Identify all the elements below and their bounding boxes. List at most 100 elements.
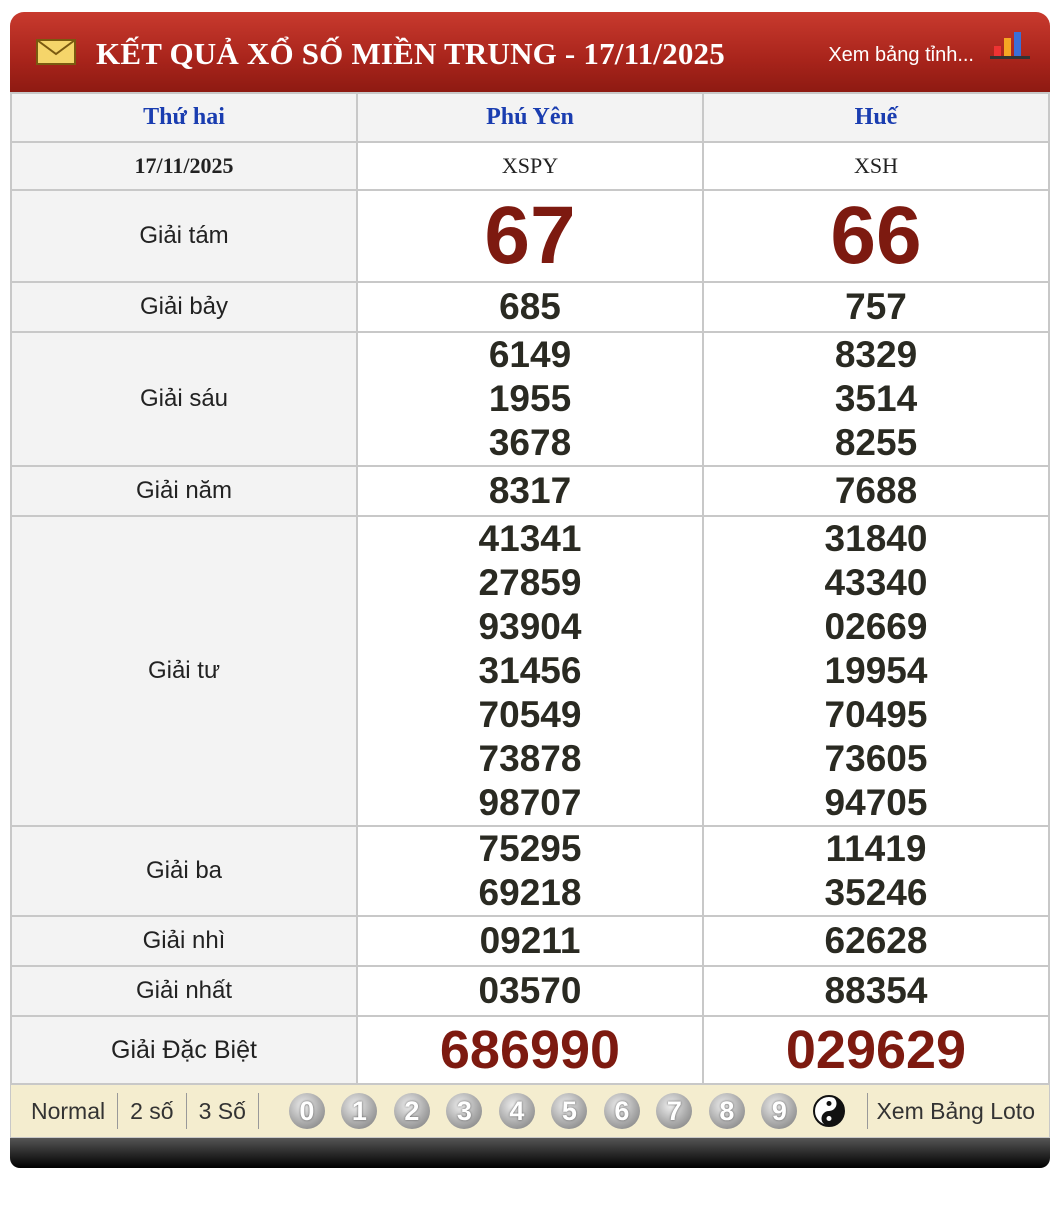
prize-cell: 88354 [702, 965, 1050, 1017]
digit-ball[interactable]: 9 [761, 1093, 798, 1129]
code-cell: XSPY [356, 141, 704, 191]
prize-cell: 11419 35246 [702, 825, 1050, 917]
prize-number: 27859 [478, 562, 582, 603]
prize-row: Giải tám 67 66 [10, 189, 1050, 283]
prize-label: Giải tư [10, 515, 358, 827]
digit-ball[interactable]: 0 [288, 1093, 325, 1129]
prize-label: Giải nhất [10, 965, 358, 1017]
mode-button[interactable]: 3 Số [187, 1093, 259, 1129]
province-link[interactable]: Xem bảng tỉnh... [828, 44, 974, 66]
mode-button[interactable]: Normal [11, 1093, 119, 1129]
prize-number: 73878 [478, 738, 582, 779]
prize-number: 35246 [824, 872, 928, 913]
prize-number: 62628 [824, 920, 928, 961]
prize-number: 686990 [439, 1020, 621, 1080]
prize-cell: 62628 [702, 915, 1050, 967]
results-table: Thứ hai Phú Yên Huế 17/11/2025 XSPY XSH Giải t… [10, 92, 1050, 1085]
prize-number: 8255 [834, 422, 918, 463]
prize-cell: 685 [356, 281, 704, 333]
prize-number: 88354 [824, 970, 928, 1011]
prize-number: 94705 [824, 782, 928, 823]
digit-ball[interactable]: 8 [708, 1093, 745, 1129]
prize-cell: 75295 69218 [356, 825, 704, 917]
prize-number: 8317 [488, 470, 572, 511]
prize-row: Giải sáu 6149 1955 3678 8329 3514 8255 [10, 331, 1050, 467]
digit-ball[interactable]: 3 [446, 1093, 483, 1129]
prize-number: 1955 [488, 378, 572, 419]
prize-row: Giải Đặc Biệt 686990 029629 [10, 1015, 1050, 1085]
code-row: 17/11/2025 XSPY XSH [10, 141, 1050, 191]
prize-cell: 6149 1955 3678 [356, 331, 704, 467]
prize-number: 70495 [824, 694, 928, 735]
prize-label: Giải ba [10, 825, 358, 917]
prize-number: 757 [845, 286, 907, 327]
prize-number: 7688 [834, 470, 918, 511]
prize-cell: 03570 [356, 965, 704, 1017]
prize-cell: 686990 [356, 1015, 704, 1085]
prize-row: Giải năm 8317 7688 [10, 465, 1050, 517]
prize-number: 73605 [824, 738, 928, 779]
digit-ball[interactable]: 2 [393, 1093, 430, 1129]
prize-number: 19954 [824, 650, 928, 691]
prize-number: 70549 [478, 694, 582, 735]
column-header: Huế [702, 92, 1050, 143]
digit-ball[interactable]: 4 [498, 1093, 535, 1129]
prize-row: Giải nhất 03570 88354 [10, 965, 1050, 1017]
widget: KẾT QUẢ XỔ SỐ MIỀN TRUNG - 17/11/2025 Xe… [10, 12, 1050, 1168]
prize-number: 03570 [478, 970, 582, 1011]
chart-icon[interactable] [990, 30, 1030, 60]
prize-cell: 029629 [702, 1015, 1050, 1085]
digit-ball[interactable]: 1 [341, 1093, 378, 1129]
mode-group: Normal 2 số 3 Số [11, 1093, 259, 1129]
mode-button[interactable]: 2 số [118, 1093, 187, 1129]
prize-number: 685 [499, 286, 561, 327]
prize-number: 3514 [834, 378, 918, 419]
code-cell: XSH [702, 141, 1050, 191]
loto-link[interactable]: Xem Bảng Loto [867, 1093, 1049, 1129]
prize-label: Giải năm [10, 465, 358, 517]
prize-number: 98707 [478, 782, 582, 823]
prize-number: 43340 [824, 562, 928, 603]
prize-number: 69218 [478, 872, 582, 913]
prize-cell: 31840 43340 02669 19954 70495 73605 94705 [702, 515, 1050, 827]
prize-cell: 7688 [702, 465, 1050, 517]
prize-number: 93904 [478, 606, 582, 647]
prize-cell: 41341 27859 93904 31456 70549 73878 98707 [356, 515, 704, 827]
prize-number: 6149 [488, 334, 572, 375]
prize-number: 02669 [824, 606, 928, 647]
prize-number: 3678 [488, 422, 572, 463]
prize-cell: 757 [702, 281, 1050, 333]
prize-row: Giải tư 41341 27859 93904 31456 70549 73878 987… [10, 515, 1050, 827]
envelope-icon [36, 39, 76, 65]
header-row: Thứ hai Phú Yên Huế [10, 92, 1050, 143]
prize-number: 09211 [479, 920, 581, 961]
prize-number: 029629 [785, 1020, 967, 1080]
prize-number: 41341 [478, 518, 582, 559]
yin-yang-icon[interactable] [813, 1095, 846, 1127]
prize-label: Giải tám [10, 189, 358, 283]
prize-number: 31840 [824, 518, 928, 559]
prize-cell: 67 [356, 189, 704, 283]
prize-number: 11419 [825, 828, 927, 869]
prize-number: 75295 [478, 828, 582, 869]
digit-ball[interactable]: 7 [656, 1093, 693, 1129]
header: KẾT QUẢ XỔ SỐ MIỀN TRUNG - 17/11/2025 Xe… [10, 12, 1050, 92]
prize-label: Giải bảy [10, 281, 358, 333]
bottom-bar [10, 1138, 1050, 1168]
prize-label: Giải nhì [10, 915, 358, 967]
code-cell: 17/11/2025 [10, 141, 358, 191]
prize-number: 8329 [834, 334, 918, 375]
title: KẾT QUẢ XỔ SỐ MIỀN TRUNG - 17/11/2025 [96, 36, 725, 71]
prize-label: Giải Đặc Biệt [10, 1015, 358, 1085]
digit-ball[interactable]: 6 [603, 1093, 640, 1129]
digit-ball[interactable]: 5 [551, 1093, 588, 1129]
prize-cell: 66 [702, 189, 1050, 283]
prize-row: Giải nhì 09211 62628 [10, 915, 1050, 967]
prize-row: Giải bảy 685 757 [10, 281, 1050, 333]
prize-row: Giải ba 75295 69218 11419 35246 [10, 825, 1050, 917]
prize-number: 67 [484, 190, 576, 281]
